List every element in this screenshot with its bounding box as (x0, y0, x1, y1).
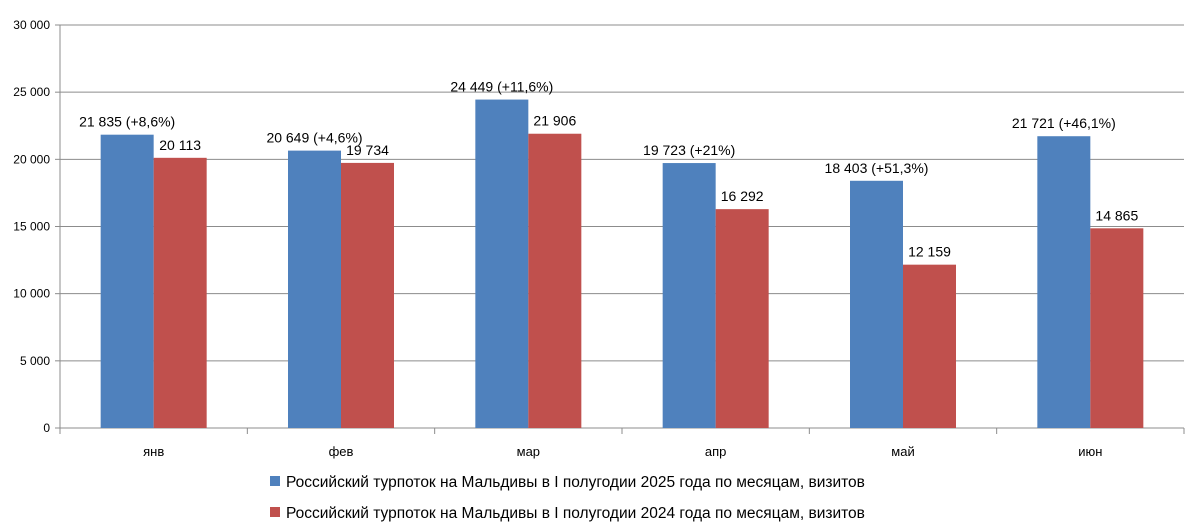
bar-2025 (100, 134, 154, 428)
x-tick-label: май (891, 444, 914, 459)
data-label-2024: 21 906 (533, 113, 576, 129)
legend-swatch-2024 (270, 507, 280, 517)
y-tick-label: 10 000 (13, 287, 50, 301)
data-label-2025: 21 835 (+8,6%) (79, 114, 175, 130)
y-tick-label: 15 000 (13, 220, 50, 234)
legend: Российский турпоток на Мальдивы в I полу… (270, 474, 865, 522)
bar-2024 (715, 209, 769, 428)
x-tick-label: мар (517, 444, 540, 459)
axes: 0 5 000 10 000 15 000 20 000 25 000 30 000 янв ф… (13, 18, 1185, 459)
x-tick-label: янв (143, 444, 164, 459)
legend-item-2024: Российский турпоток на Мальдивы в I полу… (270, 505, 865, 522)
x-tick-label: фев (329, 444, 354, 459)
x-tick-label: июн (1078, 444, 1102, 459)
bar-2024 (903, 264, 956, 428)
data-labels: 21 835 (+8,6%) 20 113 20 649 (+4,6%)19 734… (79, 79, 1138, 260)
data-label-2024: 20 113 (159, 137, 201, 153)
legend-swatch-2025 (270, 476, 280, 486)
bars (100, 99, 1144, 429)
data-label-2024: 19 734 (346, 142, 389, 158)
bar-2024 (153, 157, 207, 428)
data-label-2025: 18 403 (+51,3%) (825, 160, 929, 176)
x-tick-label: апр (705, 444, 727, 459)
data-label-2024: 12 159 (908, 244, 951, 260)
bar-2024 (1090, 228, 1144, 428)
data-label-2025: 21 721 (+46,1%) (1012, 115, 1116, 131)
bar-2025 (850, 180, 903, 428)
y-tick-label: 0 (43, 421, 50, 435)
data-label-2024: 16 292 (721, 188, 764, 204)
bar-2025 (288, 150, 341, 428)
legend-item-2025: Российский турпоток на Мальдивы в I полу… (270, 474, 865, 491)
y-tick-label: 30 000 (13, 18, 50, 32)
bar-2024 (341, 162, 394, 428)
bar-2025 (1037, 136, 1091, 428)
data-label-2024: 14 865 (1095, 207, 1138, 223)
bar-2025 (475, 99, 529, 429)
y-tick-label: 20 000 (13, 152, 50, 166)
data-label-2025: 19 723 (+21%) (643, 142, 735, 158)
bar-2025 (662, 163, 716, 428)
data-label-2025: 20 649 (+4,6%) (266, 130, 362, 146)
legend-label-2024: Российский турпоток на Мальдивы в I полу… (286, 505, 865, 522)
bar-2024 (528, 133, 582, 428)
gridlines (60, 24, 1184, 362)
data-label-2025: 24 449 (+11,6%) (450, 79, 553, 95)
y-tick-label: 25 000 (13, 85, 50, 99)
y-tick-label: 5 000 (20, 354, 50, 368)
legend-label-2025: Российский турпоток на Мальдивы в I полу… (286, 474, 865, 491)
